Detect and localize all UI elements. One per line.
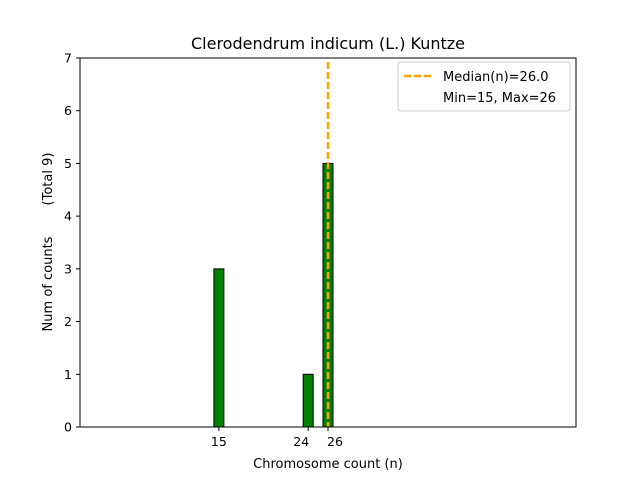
chart-title: Clerodendrum indicum (L.) Kuntze [191,34,465,53]
legend: Median(n)=26.0 Min=15, Max=26 [397,61,571,112]
legend-median-label: Median(n)=26.0 [443,70,549,85]
y-tick-label: 5 [64,156,72,171]
x-tick-label: 24 [293,434,309,449]
y-axis-total-label: (Total 9) [41,153,56,206]
x-axis-ticks: 15 24 26 [211,427,343,449]
y-tick-label: 4 [64,209,72,224]
y-tick-label: 3 [64,261,72,276]
bar-24 [302,373,314,428]
y-tick-label: 2 [64,314,72,329]
x-tick-label: 26 [327,434,343,449]
x-tick-label: 15 [211,434,227,449]
bar-15 [213,268,225,428]
y-tick-label: 6 [64,103,72,118]
y-axis-label: Num of counts [41,236,56,331]
legend-range-label: Min=15, Max=26 [443,91,556,106]
y-tick-label: 1 [64,367,72,382]
y-tick-label: 0 [64,420,72,435]
legend-box [397,61,571,112]
y-tick-label: 7 [64,51,72,66]
x-axis-label: Chromosome count (n) [253,457,403,472]
y-axis-ticks: 0 1 2 3 4 5 6 7 [64,51,80,435]
